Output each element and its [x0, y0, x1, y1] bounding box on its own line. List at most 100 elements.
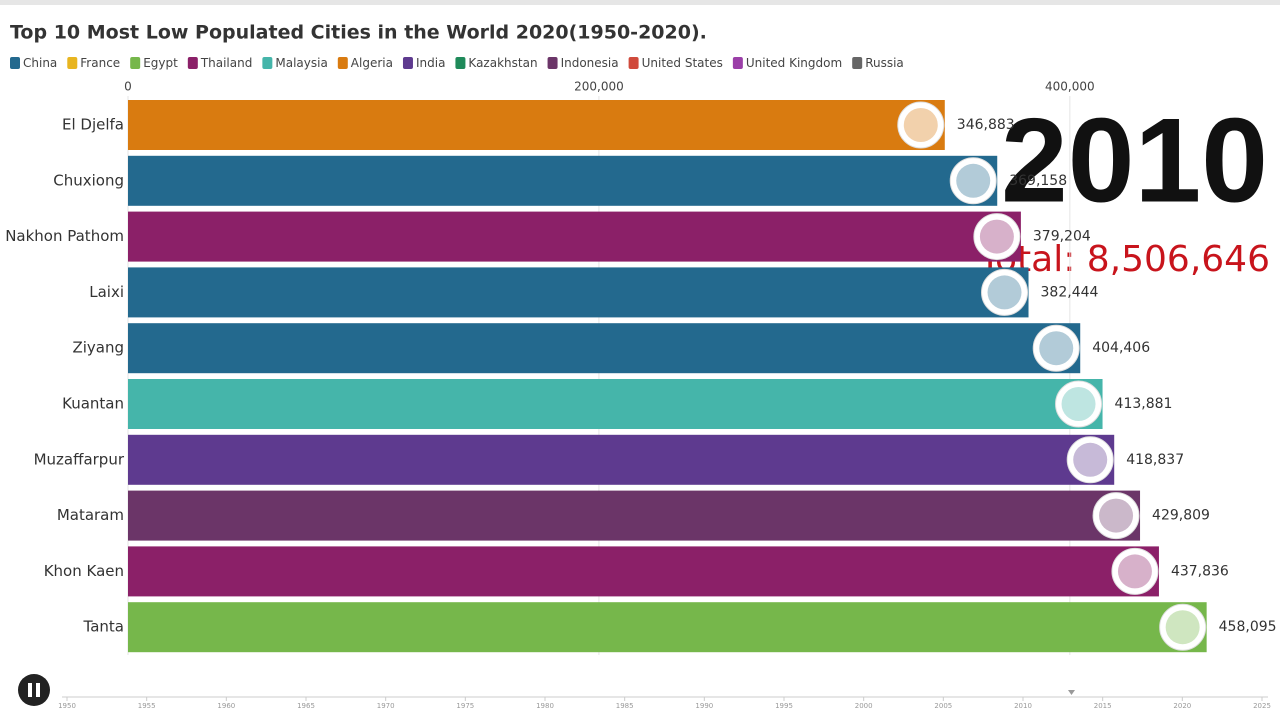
x-tick-label: 400,000	[1045, 80, 1095, 94]
chart-title: Top 10 Most Low Populated Cities in the …	[10, 22, 707, 44]
x-tick-label: 200,000	[574, 80, 624, 94]
legend-label: Kazakhstan	[468, 56, 537, 70]
timeline-marker[interactable]	[1068, 690, 1075, 695]
timeline-tick-label: 1985	[616, 702, 634, 710]
flag-icon	[973, 213, 1021, 261]
flag-icon	[1092, 492, 1140, 540]
legend-label: Malaysia	[275, 56, 327, 70]
value-label: 379,204	[1033, 229, 1091, 245]
bar	[128, 379, 1103, 429]
flag-icon	[897, 101, 945, 149]
timeline-tick-label: 2015	[1094, 702, 1112, 710]
flag-icon	[1159, 603, 1207, 651]
legend-label: France	[80, 56, 120, 70]
bar	[128, 211, 1021, 262]
timeline-tick-label: 1970	[377, 702, 395, 710]
category-label: El Djelfa	[62, 116, 124, 134]
timeline-tick-label: 1980	[536, 702, 554, 710]
bar	[128, 100, 945, 150]
legend-label: Egypt	[143, 56, 178, 70]
value-label: 382,444	[1041, 284, 1099, 300]
legend-swatch	[402, 57, 413, 69]
timeline-tick-label: 2010	[1014, 702, 1032, 710]
category-label: Laixi	[89, 283, 124, 301]
bar	[128, 267, 1029, 318]
pause-button[interactable]	[18, 674, 50, 706]
bar	[128, 546, 1159, 597]
category-label: Tanta	[83, 618, 124, 636]
year-label: 2010	[1001, 94, 1268, 228]
pause-circle[interactable]	[18, 674, 50, 706]
category-label: Ziyang	[72, 339, 124, 357]
flag-icon-inner	[903, 108, 938, 142]
legend-swatch	[852, 57, 863, 69]
flag-icon	[1066, 436, 1114, 484]
bar	[128, 434, 1115, 485]
legend-label: India	[416, 56, 445, 70]
pause-bar	[36, 683, 40, 697]
category-label: Khon Kaen	[44, 562, 124, 580]
legend-swatch	[262, 57, 273, 69]
legend-swatch	[455, 57, 466, 69]
timeline-tick-label: 1950	[58, 702, 76, 710]
flag-icon	[1111, 547, 1159, 595]
flag-icon-inner	[1073, 442, 1108, 477]
legend-swatch	[187, 57, 198, 69]
timeline-tick-label: 2005	[934, 702, 952, 710]
timeline-tick-label: 1975	[456, 702, 474, 710]
value-label: 437,836	[1171, 563, 1229, 579]
x-tick-label: 0	[124, 80, 132, 94]
pause-bar	[28, 683, 32, 697]
flag-icon-inner	[1061, 387, 1096, 421]
legend-swatch	[628, 57, 639, 69]
flag-icon	[981, 268, 1029, 316]
timeline-tick-label: 2025	[1253, 702, 1271, 710]
legend-label: China	[23, 56, 57, 70]
legend-label: Indonesia	[561, 56, 619, 70]
category-label: Muzaffarpur	[34, 450, 125, 468]
legend-label: United States	[642, 56, 723, 70]
flag-icon-inner	[979, 219, 1014, 254]
flag-icon-inner	[1165, 610, 1200, 645]
flag-icon	[1055, 380, 1103, 428]
value-label: 429,809	[1152, 508, 1210, 524]
category-label: Nakhon Pathom	[5, 227, 124, 245]
category-label: Chuxiong	[53, 171, 124, 189]
value-label: 404,406	[1092, 340, 1150, 356]
legend-swatch	[10, 57, 20, 69]
flag-icon	[949, 157, 997, 205]
value-label: 418,837	[1126, 452, 1184, 468]
value-label: 458,095	[1219, 619, 1277, 635]
value-label: 369,158	[1009, 173, 1067, 189]
category-label: Kuantan	[62, 395, 124, 413]
flag-icon-inner	[987, 275, 1022, 310]
timeline-tick-label: 1960	[217, 702, 235, 710]
bar	[128, 490, 1141, 541]
legend-swatch	[547, 57, 558, 69]
legend-label: Russia	[865, 56, 904, 70]
legend-swatch	[67, 57, 78, 69]
value-label: 413,881	[1115, 396, 1173, 412]
legend-swatch	[732, 57, 743, 69]
flag-icon-inner	[1117, 554, 1152, 589]
flag-icon	[1032, 324, 1080, 372]
value-label: 346,883	[957, 117, 1015, 133]
legend-label: Thailand	[200, 56, 253, 70]
bar	[128, 155, 998, 206]
top-strip	[0, 0, 1280, 5]
timeline-tick-label: 2000	[855, 702, 873, 710]
legend-swatch	[130, 57, 141, 69]
timeline-tick-label: 1965	[297, 702, 315, 710]
legend-label: Algeria	[351, 56, 393, 70]
legend-swatch	[337, 57, 348, 69]
legend-label: United Kingdom	[746, 56, 842, 70]
flag-icon-inner	[1099, 498, 1134, 533]
bar	[128, 323, 1081, 374]
timeline-tick-label: 2020	[1173, 702, 1191, 710]
category-label: Mataram	[57, 506, 124, 524]
flag-icon-inner	[956, 163, 991, 198]
timeline-tick-label: 1955	[138, 702, 156, 710]
timeline-tick-label: 1995	[775, 702, 793, 710]
